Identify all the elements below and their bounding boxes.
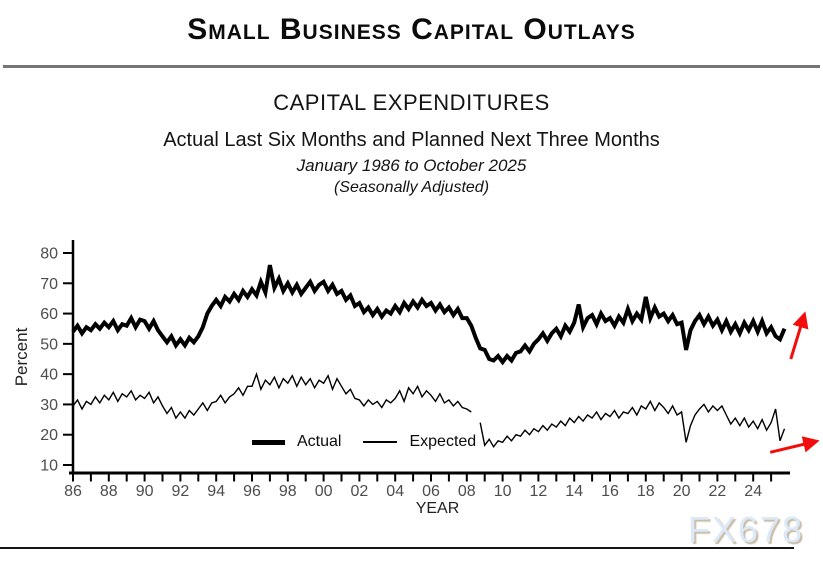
- x-tick-label: 10: [494, 483, 512, 500]
- chart-title: CAPITAL EXPENDITURES: [273, 90, 550, 115]
- page-title: Small Business Capital Outlays: [187, 13, 636, 46]
- x-tick-label: 94: [207, 483, 225, 500]
- legend-expected-line-swatch: [363, 441, 398, 443]
- x-tick-label: 16: [601, 483, 619, 500]
- line-chart: 10 20 30 40 50 60 70 80 86 88 90 92 94 96 98 00 02 04 06 08…: [40, 240, 820, 500]
- x-tick-label: 24: [744, 483, 762, 500]
- watermark: FX678: [688, 509, 805, 550]
- x-tick-label: 04: [386, 483, 404, 500]
- chart-subtitle: Actual Last Six Months and Planned Next …: [163, 129, 660, 151]
- y-tick-label: 60: [40, 306, 58, 323]
- y-tick-label: 10: [40, 458, 58, 475]
- x-tick-label: 22: [709, 483, 727, 500]
- x-tick-label: 20: [673, 483, 691, 500]
- y-tick-label: 50: [40, 336, 58, 353]
- x-tick-label: 18: [637, 483, 655, 500]
- y-tick-label: 30: [40, 397, 58, 414]
- y-tick-label: 20: [40, 427, 58, 444]
- legend-actual-label: Actual: [297, 433, 342, 450]
- header-divider: [3, 65, 820, 68]
- x-tick-label: 86: [64, 483, 82, 500]
- legend-actual-line-swatch: [252, 439, 285, 445]
- x-tick-label: 14: [565, 483, 583, 500]
- series-line-expected: [72, 371, 472, 420]
- x-tick-label: 08: [458, 483, 476, 500]
- series-line-expected: [479, 399, 786, 449]
- x-tick-label: 88: [100, 483, 118, 500]
- x-tick-label: 90: [136, 483, 154, 500]
- x-tick-label: 96: [243, 483, 261, 500]
- x-tick-label: 00: [315, 483, 333, 500]
- annotation-arrow-2: [769, 436, 820, 454]
- chart-date-range: January 1986 to October 2025: [296, 156, 527, 175]
- legend: Actual Expected: [252, 433, 476, 451]
- x-tick-label: 12: [530, 483, 548, 500]
- x-tick-label: 98: [279, 483, 297, 500]
- y-tick-label: 40: [40, 367, 58, 384]
- series-line-actual: [71, 264, 787, 366]
- x-tick-label: 06: [422, 483, 440, 500]
- y-tick-label: 80: [40, 246, 58, 263]
- chart-adjustment-note: (Seasonally Adjusted): [333, 179, 490, 196]
- annotation-arrow-1: [789, 311, 809, 360]
- x-tick-label: 02: [351, 483, 369, 500]
- footer-divider: [0, 547, 794, 549]
- x-tick-label: 92: [172, 483, 190, 500]
- x-axis-title: YEAR: [415, 500, 460, 517]
- legend-expected-label: Expected: [409, 433, 477, 450]
- y-tick-label: 70: [40, 276, 58, 293]
